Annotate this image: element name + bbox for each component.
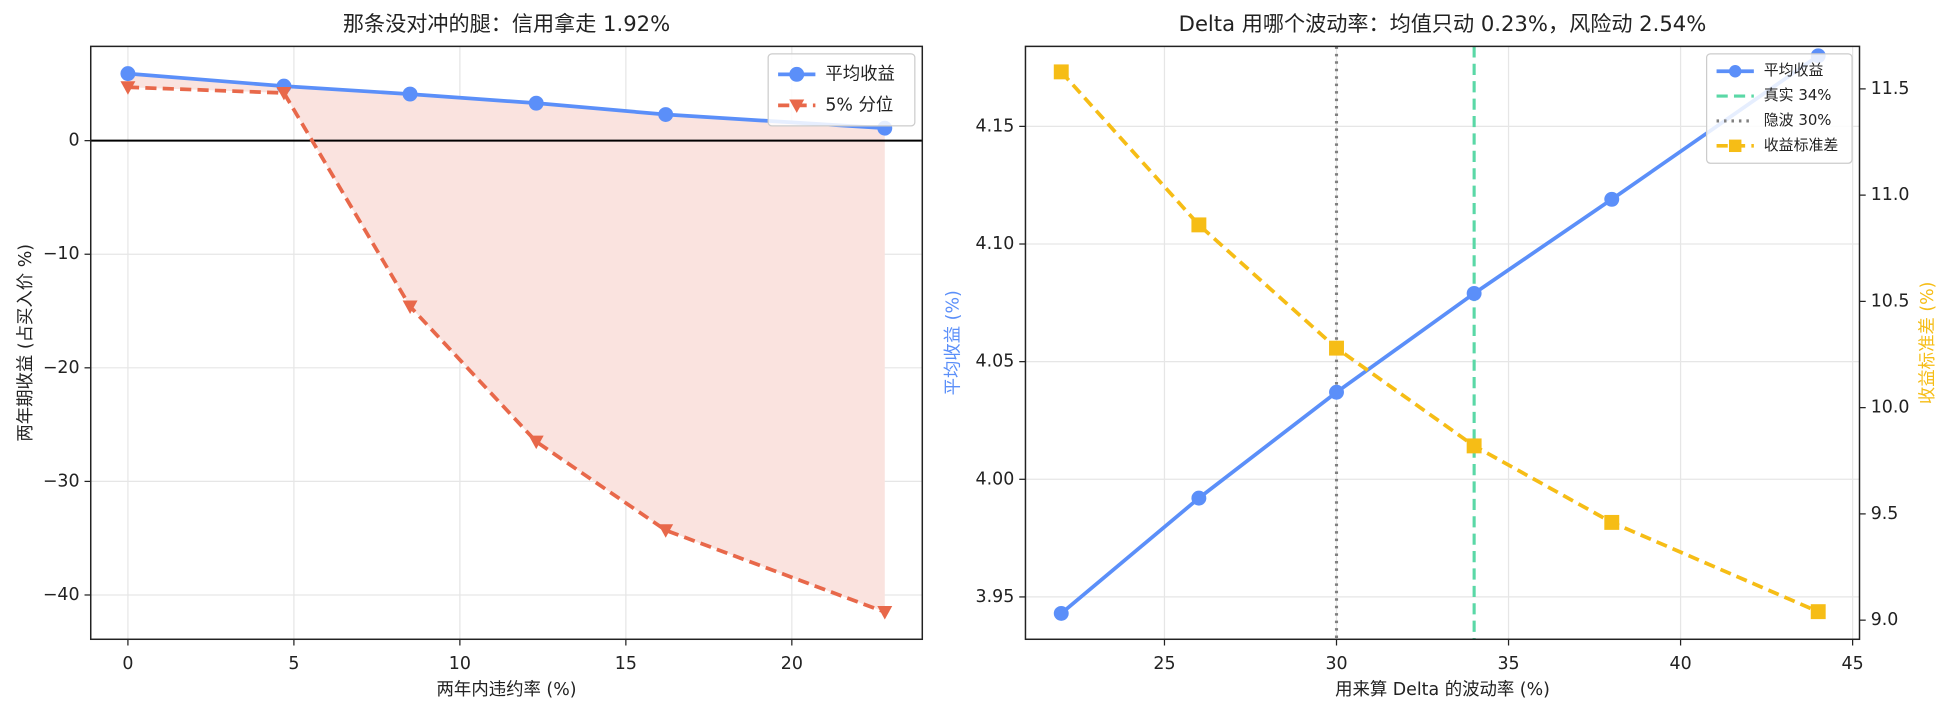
- plot-frame: [89, 45, 924, 641]
- marker: [1604, 191, 1620, 207]
- marker: [1191, 490, 1207, 506]
- marker: [1604, 514, 1620, 530]
- legend-box: [1705, 53, 1853, 164]
- y2-tick-label: 9.5: [1871, 504, 1899, 524]
- series-line: [127, 85, 886, 614]
- marker: [877, 606, 893, 620]
- plot-frame: [1024, 45, 1861, 641]
- legend-label: 收益标准差: [1764, 136, 1839, 154]
- y-axis-label: 平均收益 (%): [943, 290, 963, 395]
- y-axis-label: 两年期收益 (占买入价 %): [16, 244, 36, 442]
- x-tick-label: 0: [122, 654, 133, 674]
- x-tick-label: 20: [781, 654, 803, 674]
- marker: [1329, 384, 1344, 400]
- x-axis-label: 用来算 Delta 的波动率 (%): [1335, 680, 1550, 700]
- legend-label: 平均收益: [825, 64, 895, 84]
- marker: [1466, 438, 1482, 454]
- x-axis-label: 两年内违约率 (%): [437, 680, 577, 700]
- y2-tick-label: 10.0: [1871, 398, 1910, 418]
- y-tick-label: 4.05: [976, 352, 1015, 372]
- x-tick-label: 5: [288, 654, 299, 674]
- marker: [1466, 285, 1482, 301]
- fill-band: [127, 73, 885, 613]
- x-tick-label: 40: [1670, 654, 1692, 674]
- marker: [1810, 604, 1826, 620]
- y2-tick-label: 9.0: [1871, 610, 1899, 630]
- y-tick-label: 4.15: [976, 116, 1015, 136]
- marker: [658, 107, 674, 122]
- chart-title: 那条没对冲的腿：信用拿走 1.92%: [343, 11, 670, 36]
- legend-label: 5% 分位: [825, 95, 893, 115]
- y2-tick-label: 10.5: [1871, 291, 1910, 311]
- y-tick-label: −10: [43, 244, 80, 264]
- marker: [528, 95, 544, 111]
- series-line: [1060, 54, 1820, 615]
- x-tick-label: 15: [615, 654, 637, 674]
- marker: [120, 81, 136, 95]
- y-tick-label: 4.10: [976, 234, 1015, 254]
- marker: [1191, 217, 1207, 233]
- legend-marker: [789, 99, 805, 113]
- marker: [1053, 605, 1069, 621]
- series-line: [127, 71, 885, 131]
- legend: 平均收益 5% 分位: [767, 53, 916, 127]
- y-tick-label: 0: [68, 131, 79, 151]
- legend-label: 平均收益: [1764, 61, 1824, 79]
- x-tick-label: 45: [1842, 654, 1864, 674]
- marker: [658, 524, 674, 538]
- legend-marker: [789, 66, 805, 82]
- x-tick-label: 35: [1497, 654, 1519, 674]
- x-tick-label: 30: [1325, 654, 1347, 674]
- legend-label: 隐波 30%: [1764, 111, 1832, 129]
- marker: [402, 300, 418, 314]
- legend-marker: [1728, 139, 1742, 153]
- y2-axis-label: 收益标准差 (%): [1918, 282, 1938, 405]
- marker: [1329, 340, 1344, 356]
- x-tick-label: 25: [1153, 654, 1175, 674]
- legend-label: 真实 34%: [1764, 86, 1832, 104]
- chart-title: Delta 用哪个波动率：均值只动 0.23%，风险动 2.54%: [1179, 11, 1707, 36]
- x-tick-label: 10: [449, 654, 471, 674]
- y-tick-label: 4.00: [976, 469, 1015, 489]
- marker: [528, 435, 544, 450]
- y2-tick-label: 11.0: [1871, 185, 1910, 205]
- y-tick-label: −20: [43, 358, 80, 378]
- y-tick-label: −40: [43, 585, 80, 605]
- marker: [1053, 64, 1069, 80]
- legend-box: [767, 53, 916, 127]
- y-tick-label: 3.95: [976, 587, 1015, 607]
- series-line: [1059, 70, 1819, 614]
- marker: [120, 66, 136, 82]
- marker: [276, 86, 292, 101]
- y-tick-label: −30: [43, 471, 80, 491]
- legend-marker: [1728, 65, 1742, 78]
- y2-tick-label: 11.5: [1871, 79, 1910, 99]
- marker: [402, 86, 418, 102]
